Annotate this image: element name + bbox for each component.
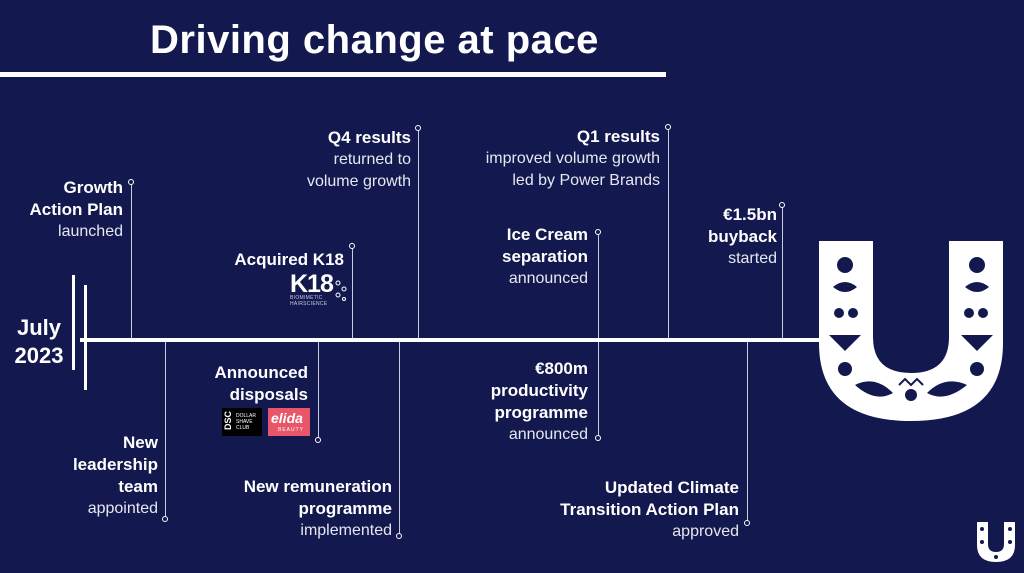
timeline-start-label: July 2023 (10, 314, 68, 370)
event-dot (415, 125, 421, 131)
event-title: programme (494, 403, 588, 422)
event-title: New (123, 433, 158, 452)
event-dot (349, 243, 355, 249)
event-title: Q1 results (576, 127, 660, 146)
dsc-words: DOLLAR SHAVE CLUB (236, 413, 257, 431)
start-year: 2023 (14, 343, 64, 368)
event-title: team (118, 477, 158, 496)
event-dot (315, 437, 321, 443)
event-note: led by Power Brands (512, 172, 660, 189)
dollar-shave-club-logo: DSC DOLLAR SHAVE CLUB (222, 408, 262, 436)
event-stem (598, 342, 599, 438)
event-dot (396, 533, 402, 539)
elida-mark: elida (271, 410, 303, 426)
event-ice-cream: Ice Cream separation announced (502, 224, 588, 290)
event-title: leadership (72, 455, 158, 474)
event-note: announced (508, 426, 588, 443)
timeline-start-bar (72, 275, 75, 370)
event-dot (665, 124, 671, 130)
event-stem (318, 342, 319, 440)
elida-beauty-logo: elida BEAUTY (268, 408, 310, 436)
slide-title: Driving change at pace (150, 18, 599, 62)
event-title: New remuneration (243, 477, 392, 496)
event-title: Announced (214, 363, 309, 382)
event-dot (128, 179, 134, 185)
k18-logo-mark: K18 (290, 270, 334, 298)
event-stem (668, 129, 669, 338)
elida-sub: BEAUTY (278, 427, 305, 433)
event-climate-plan: Updated Climate Transition Action Plan a… (560, 477, 739, 543)
event-dot (779, 202, 785, 208)
start-month: July (16, 315, 62, 340)
k18-molecule-icon (335, 280, 347, 301)
event-stem (598, 234, 599, 338)
event-growth-action-plan: Growth Action Plan launched (29, 177, 123, 243)
event-title: separation (502, 247, 588, 266)
unilever-small-logo-icon (977, 522, 1015, 562)
event-note: started (728, 250, 777, 267)
event-title: Transition Action Plan (560, 500, 739, 519)
event-title: Ice Cream (506, 225, 588, 244)
timeline-start-bar (84, 285, 87, 390)
title-underline (0, 72, 666, 77)
k18-logo: K18 BIOMIMETIC HAIRSCIENCE (290, 270, 350, 309)
event-title: Growth (63, 178, 124, 197)
k18-logo-sub: HAIRSCIENCE (290, 301, 328, 307)
event-productivity: €800m productivity programme announced (491, 358, 588, 446)
event-title: buyback (708, 227, 777, 246)
event-note: launched (58, 223, 123, 240)
event-k18: Acquired K18 (234, 249, 344, 271)
event-title: €800m (535, 359, 588, 378)
event-stem (399, 342, 400, 536)
event-title: disposals (229, 385, 308, 404)
event-note: appointed (87, 500, 158, 517)
unilever-u-logo-icon (819, 241, 1003, 421)
event-q1-results: Q1 results improved volume growth led by… (486, 126, 660, 192)
event-title: Q4 results (327, 128, 411, 147)
event-note: returned to (333, 151, 411, 168)
event-title: programme (298, 499, 392, 518)
event-stem (747, 342, 748, 523)
event-stem (782, 207, 783, 338)
timeline-axis (80, 338, 824, 342)
event-note: volume growth (306, 173, 411, 190)
event-dot (595, 229, 601, 235)
event-title: €1.5bn (723, 205, 777, 224)
event-stem (131, 183, 132, 338)
event-stem (418, 130, 419, 338)
event-dot (162, 516, 168, 522)
event-title: Updated Climate (604, 478, 739, 497)
k18-logo-sub: BIOMIMETIC (290, 295, 323, 301)
event-title: productivity (490, 381, 588, 400)
event-dot (595, 435, 601, 441)
event-note: implemented (300, 522, 392, 539)
event-stem (352, 248, 353, 338)
event-title: Action Plan (29, 200, 123, 219)
dsc-mark: DSC (223, 411, 233, 431)
event-dot (744, 520, 750, 526)
event-note: improved volume growth (485, 150, 660, 167)
event-title: Acquired K18 (234, 250, 344, 269)
event-note: announced (508, 270, 588, 287)
event-remuneration: New remuneration programme implemented (244, 476, 392, 542)
event-disposals: Announced disposals (215, 362, 309, 406)
event-stem (165, 342, 166, 518)
event-new-leadership: New leadership team appointed (73, 432, 158, 520)
event-buyback: €1.5bn buyback started (708, 204, 777, 270)
event-note: approved (672, 523, 739, 540)
event-q4-results: Q4 results returned to volume growth (307, 127, 411, 193)
